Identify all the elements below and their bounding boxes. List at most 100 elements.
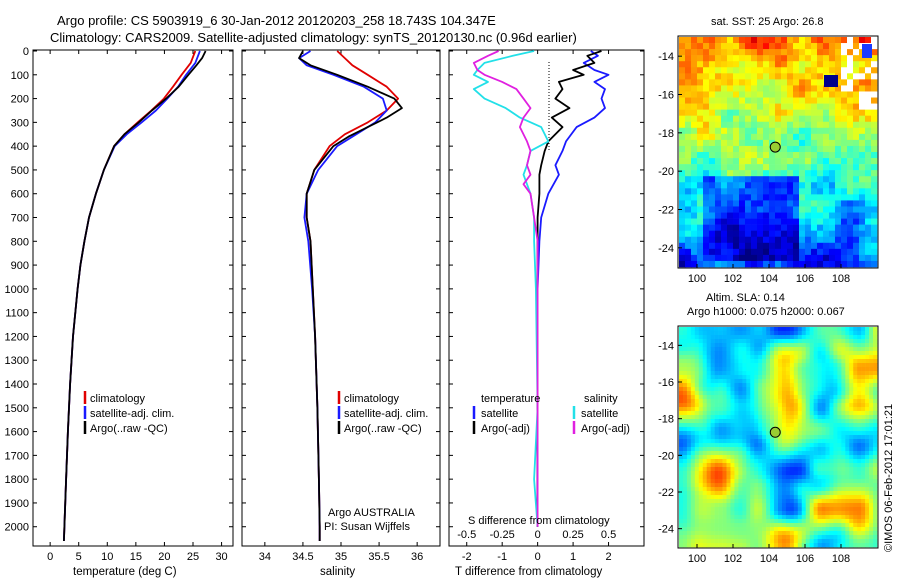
sst-cell (691, 200, 698, 207)
sla-cell (785, 443, 791, 448)
sla-cell (789, 443, 795, 448)
sla-cell (793, 339, 799, 344)
sst-cell (841, 206, 848, 213)
sla-cell (793, 439, 799, 444)
sla-cell (778, 367, 783, 372)
sst-cell (721, 200, 728, 207)
sla-cell (702, 475, 708, 480)
sla-cell (746, 479, 751, 484)
sla-cell (774, 515, 779, 520)
sst-cell (703, 55, 710, 62)
sla-cell (730, 439, 735, 444)
sst-cell (781, 61, 788, 68)
sst-cell (745, 188, 752, 195)
sla-cell (722, 419, 727, 424)
sst-cell (811, 55, 818, 62)
sla-cell (821, 407, 826, 412)
sla-cell (829, 359, 834, 364)
sla-cell (770, 459, 775, 464)
sla-cell (686, 347, 692, 352)
sla-cell (694, 447, 700, 452)
sst-cell (691, 127, 698, 135)
sla-cell (869, 371, 874, 376)
sla-cell (734, 351, 739, 356)
sla-cell (762, 407, 767, 412)
x-tick-label: 15 (130, 551, 142, 563)
sla-cell (679, 435, 684, 440)
sla-cell (718, 443, 723, 448)
sla-cell (710, 503, 715, 508)
sla-cell (742, 487, 747, 492)
sst-cell (859, 115, 866, 123)
sst-cell (757, 200, 764, 207)
sla-cell (770, 383, 775, 388)
map-x-tick-label: 100 (688, 553, 706, 565)
sla-cell (785, 543, 791, 548)
sla-cell (849, 423, 854, 428)
sst-cell (685, 182, 692, 189)
sla-cell (837, 343, 842, 348)
sst-cell (709, 248, 716, 256)
sla-cell (778, 359, 783, 364)
sla-cell (726, 335, 731, 340)
sla-cell (778, 427, 783, 432)
sst-cell (781, 55, 788, 62)
sst-cell (841, 43, 848, 50)
sla-cell (766, 535, 771, 540)
sla-cell (861, 363, 866, 368)
sla-cell (702, 507, 708, 512)
sst-cell (763, 67, 770, 74)
sla-cell (821, 359, 826, 364)
sla-cell (793, 451, 799, 456)
sla-cell (821, 379, 826, 384)
sst-cell (775, 115, 782, 123)
sst-cell (709, 103, 716, 110)
sla-cell (837, 399, 842, 404)
sla-cell (857, 507, 862, 512)
sla-cell (861, 543, 866, 548)
sst-cell (817, 139, 824, 147)
sla-cell (861, 383, 866, 388)
sla-cell (686, 355, 692, 360)
sla-cell (710, 507, 715, 512)
sla-cell (702, 451, 708, 456)
sla-cell (750, 343, 755, 348)
sst-cell (679, 152, 686, 159)
sst-cell (745, 79, 752, 86)
sst-cell (835, 91, 842, 98)
sla-cell (714, 539, 719, 544)
sst-cell (805, 49, 812, 56)
sla-cell (694, 455, 700, 460)
sst-cell (715, 61, 722, 68)
sla-cell (869, 487, 874, 492)
map-x-tick-label: 102 (724, 273, 742, 285)
sla-cell (857, 523, 862, 528)
sla-cell (710, 419, 715, 424)
sla-cell (781, 335, 787, 340)
sst-cell (859, 121, 866, 129)
sst-cell (697, 145, 704, 153)
sla-cell (861, 451, 866, 456)
sla-cell (817, 443, 822, 448)
sla-cell (714, 387, 719, 392)
sst-cell (751, 248, 758, 256)
sla-cell (849, 419, 854, 424)
sst-cell (799, 182, 806, 189)
sla-cell (857, 475, 862, 480)
sst-cell (817, 61, 824, 68)
sla-cell (809, 359, 814, 364)
sst-cell (817, 73, 824, 80)
sla-cell (758, 427, 763, 432)
sla-cell (797, 523, 803, 528)
sla-cell (865, 403, 870, 408)
sla-cell (873, 499, 878, 504)
sla-cell (714, 491, 719, 496)
sla-cell (714, 363, 719, 368)
sla-cell (829, 395, 834, 400)
sla-cell (873, 507, 878, 512)
sla-cell (754, 415, 759, 420)
sla-cell (754, 403, 759, 408)
sla-cell (762, 415, 767, 420)
sla-cell (829, 535, 834, 540)
sla-cell (853, 411, 858, 416)
